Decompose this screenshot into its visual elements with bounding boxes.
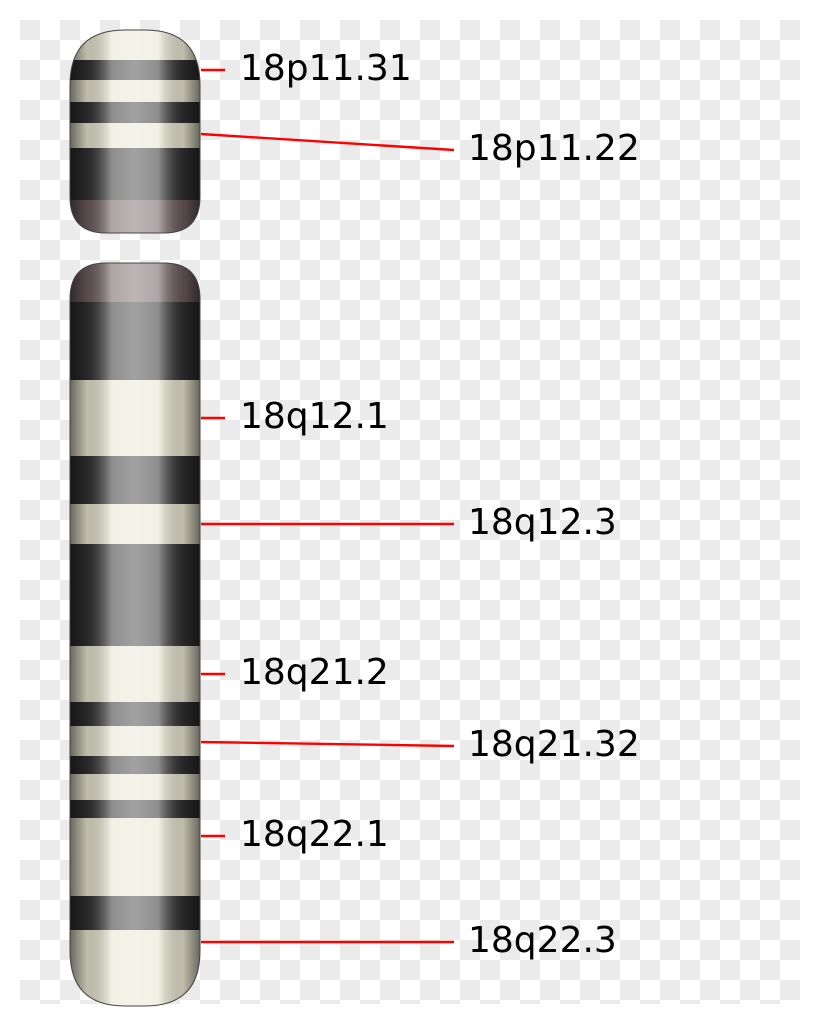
cylinder-shading	[70, 30, 200, 233]
chromosome-ideogram: 18p11.31 18p11.22 18q12.1 18q12.3 18q21.2 18q…	[0, 0, 820, 1024]
band-label: 18q21.2	[240, 652, 389, 693]
band-label: 18p11.22	[468, 128, 640, 169]
chromosome-q-arm	[68, 263, 202, 1006]
band-label: 18q21.32	[468, 724, 640, 765]
cylinder-shading	[70, 263, 200, 1006]
band-label: 18q12.3	[468, 502, 617, 543]
band-label: 18p11.31	[240, 48, 412, 89]
band-label: 18q12.1	[240, 396, 389, 437]
chromosome-p-arm	[68, 30, 202, 233]
band-label: 18q22.1	[240, 814, 389, 855]
band-label: 18q22.3	[468, 920, 617, 961]
